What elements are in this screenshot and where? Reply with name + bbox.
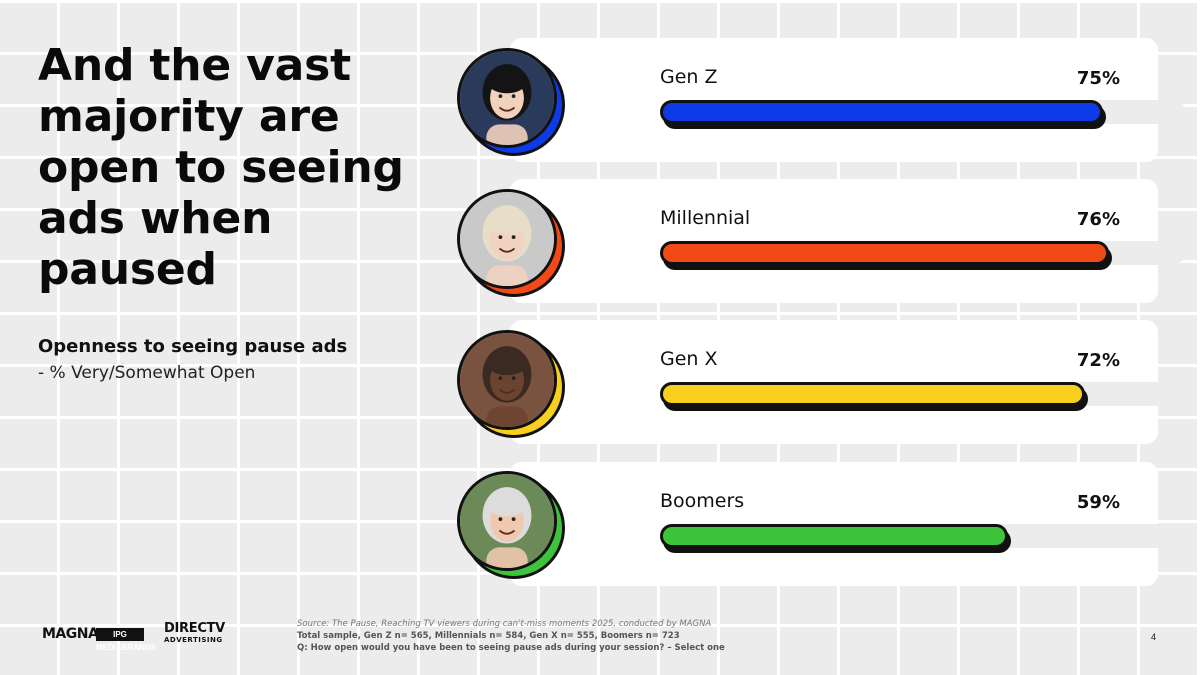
category-label: Gen X [660, 348, 718, 370]
value-label: 59% [1076, 492, 1120, 513]
avatar-photo [457, 330, 557, 430]
bar-track [660, 100, 1185, 124]
bar-card: Gen X 72% [510, 320, 1185, 444]
sample-line: Total sample, Gen Z n= 565, Millennials … [297, 631, 680, 641]
person-avatar-icon [455, 46, 567, 158]
bar-card: Gen Z 75% [510, 38, 1185, 162]
directv-logo: DIRECTV ADVERTISING [164, 622, 225, 644]
person-avatar-icon [455, 328, 567, 440]
bar-fill [660, 524, 1008, 548]
avatar-photo [457, 471, 557, 571]
bar-track [660, 524, 1185, 548]
magna-partner-logo: IPG MEDIABRANDS [96, 628, 156, 652]
bar-chart: Gen Z 75% Millennial 76% Gen X 72% Boome… [455, 38, 1185, 588]
slide-title: And the vast majority are open to seeing… [38, 40, 404, 295]
avatar-photo [457, 189, 557, 289]
avatar-photo [457, 48, 557, 148]
bar-fill [660, 100, 1103, 124]
directv-logo-text: DIRECTV [164, 621, 225, 636]
source-note: Source: The Pause, Reaching TV viewers d… [297, 618, 725, 654]
bar-fill [660, 241, 1109, 265]
source-line: Source: The Pause, Reaching TV viewers d… [297, 619, 712, 629]
value-label: 75% [1076, 68, 1120, 89]
bar-track [660, 382, 1185, 406]
value-label: 72% [1076, 350, 1120, 371]
value-label: 76% [1076, 209, 1120, 230]
category-label: Boomers [660, 490, 745, 512]
page-number: 4 [1151, 632, 1157, 642]
bar-card: Boomers 59% [510, 462, 1185, 586]
bar-track [660, 241, 1185, 265]
person-avatar-icon [455, 187, 567, 299]
chart-subtitle: Openness to seeing pause ads [38, 336, 348, 357]
question-line: Q: How open would you have been to seein… [297, 643, 725, 653]
chart-subnote: - % Very/Somewhat Open [38, 363, 256, 383]
bar-card: Millennial 76% [510, 179, 1185, 303]
category-label: Millennial [660, 207, 751, 229]
directv-logo-subtext: ADVERTISING [164, 636, 223, 644]
magna-logo: MAGNA [42, 626, 99, 642]
person-avatar-icon [455, 469, 567, 581]
category-label: Gen Z [660, 66, 718, 88]
bar-fill [660, 382, 1085, 406]
